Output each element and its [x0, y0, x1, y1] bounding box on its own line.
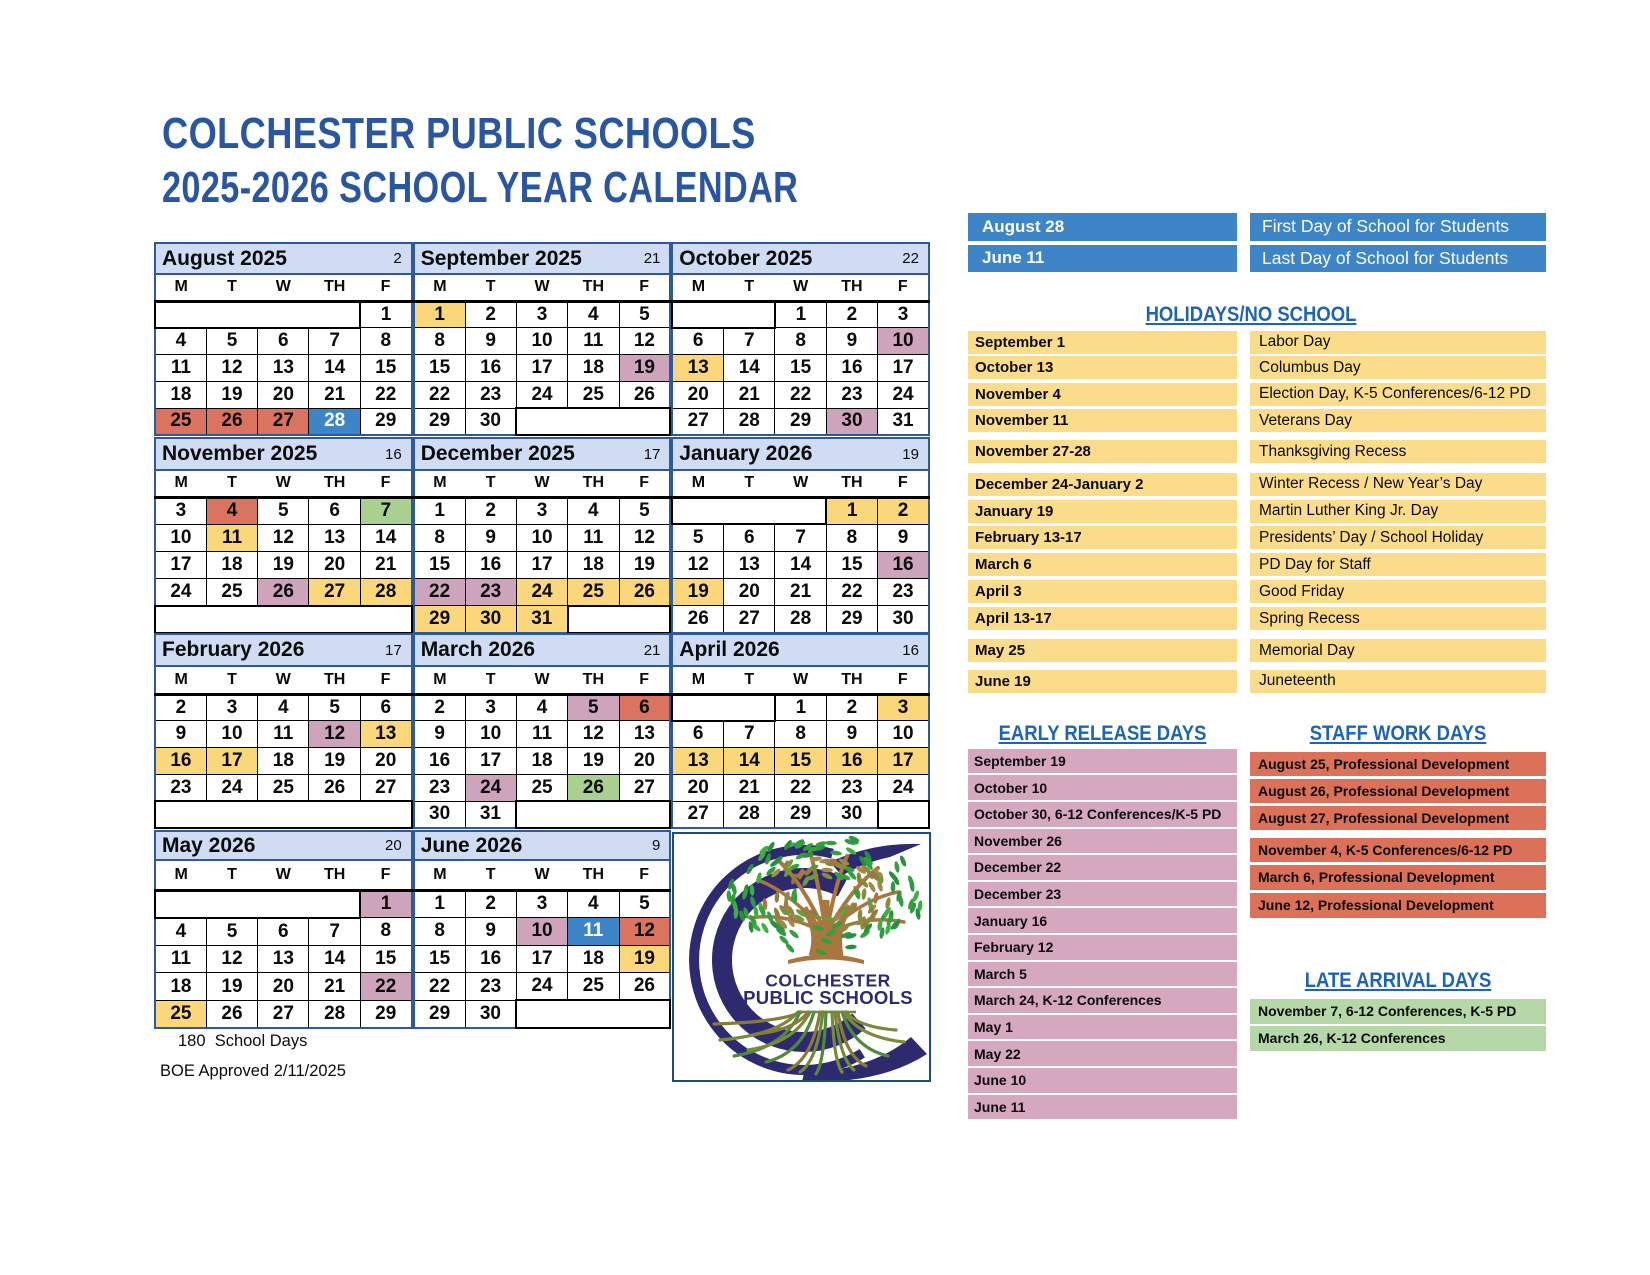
svg-text:PUBLIC SCHOOLS: PUBLIC SCHOOLS: [743, 987, 913, 1008]
svg-text:COLCHESTER: COLCHESTER: [765, 971, 891, 991]
